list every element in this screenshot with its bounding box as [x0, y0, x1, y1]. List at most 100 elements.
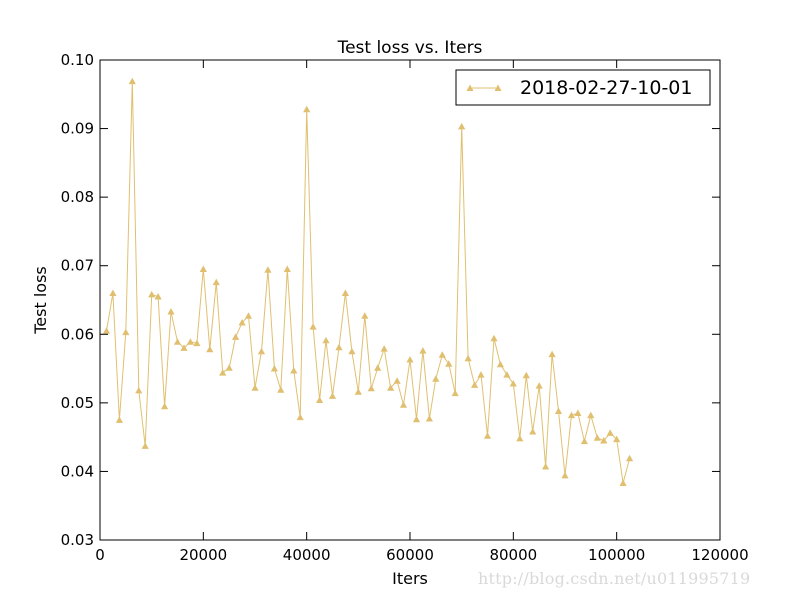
- data-point-marker: [509, 380, 517, 387]
- x-tick-label: 0: [95, 546, 105, 564]
- data-point-marker: [225, 364, 233, 371]
- data-point-marker: [328, 392, 337, 399]
- data-point-marker: [593, 434, 601, 441]
- data-point-marker: [529, 428, 537, 435]
- data-point-marker: [257, 347, 266, 355]
- data-point-marker: [135, 386, 143, 394]
- legend-marker-right: [494, 84, 502, 91]
- x-axis-label: Iters: [392, 569, 428, 588]
- data-point-marker: [380, 345, 388, 352]
- tick-layer: 0 20000 40000 60000 80000 100000 120000 0.03 0.0…: [61, 51, 749, 564]
- data-point-marker: [548, 350, 556, 358]
- data-point-marker: [503, 371, 511, 378]
- plot-area: [100, 60, 720, 540]
- data-point-marker: [238, 319, 246, 326]
- data-point-marker: [161, 402, 169, 410]
- data-point-marker: [173, 338, 182, 345]
- data-point-marker: [102, 327, 111, 334]
- data-point-marker: [270, 365, 278, 372]
- data-point-marker: [542, 463, 550, 470]
- data-point-marker: [458, 122, 466, 130]
- series-line: [106, 81, 631, 484]
- legend: 2018-02-27-10-01: [455, 69, 711, 106]
- data-point-marker: [148, 290, 156, 298]
- data-point-marker: [438, 351, 446, 358]
- data-point-marker: [115, 416, 123, 423]
- data-point-marker: [496, 360, 504, 368]
- y-tick-label: 0.05: [61, 394, 94, 412]
- data-point-marker: [432, 375, 440, 382]
- data-point-marker: [374, 364, 382, 371]
- x-tick-label: 40000: [283, 546, 331, 564]
- data-point-marker: [212, 278, 220, 286]
- data-point-marker: [154, 293, 162, 300]
- data-point-marker: [471, 381, 479, 388]
- y-axis-label: Test loss: [31, 266, 50, 335]
- y-tick-label: 0.10: [61, 51, 94, 69]
- data-point-marker: [296, 413, 304, 421]
- data-point-marker: [199, 265, 207, 272]
- y-tick-label: 0.06: [61, 325, 94, 343]
- data-point-marker: [425, 415, 433, 422]
- data-point-marker: [606, 429, 614, 436]
- data-point-marker: [316, 396, 324, 403]
- data-point-marker: [574, 409, 582, 416]
- data-point-marker: [516, 434, 524, 442]
- data-point-marker: [264, 266, 272, 273]
- data-point-marker: [580, 437, 588, 445]
- legend-label: 2018-02-27-10-01: [520, 77, 692, 99]
- data-point-marker: [219, 369, 227, 376]
- data-point-marker: [232, 333, 240, 340]
- data-point-marker: [619, 479, 627, 486]
- data-point-marker: [451, 389, 459, 397]
- y-tick-label: 0.04: [61, 462, 94, 480]
- chart-title: Test loss vs. Iters: [337, 38, 483, 58]
- data-point-marker: [335, 343, 343, 351]
- data-point-marker: [464, 354, 472, 362]
- data-point-marker: [561, 471, 569, 479]
- data-point-marker: [600, 437, 608, 444]
- data-point-marker: [399, 401, 408, 408]
- data-point-marker: [322, 336, 330, 344]
- data-point-marker: [387, 384, 395, 391]
- data-point-marker: [122, 328, 130, 336]
- x-tick-label: 100000: [588, 546, 645, 564]
- data-point-marker: [283, 265, 291, 272]
- data-point-marker: [186, 338, 194, 345]
- y-tick-label: 0.09: [61, 120, 94, 138]
- x-tick-label: 80000: [489, 546, 537, 564]
- x-tick-label: 20000: [179, 546, 227, 564]
- data-point-marker: [535, 382, 543, 389]
- y-tick-label: 0.03: [61, 531, 94, 549]
- data-point-marker: [361, 312, 369, 319]
- x-tick-label: 120000: [691, 546, 748, 564]
- data-point-marker: [445, 360, 453, 367]
- data-point-marker: [354, 388, 362, 395]
- data-point-marker: [522, 371, 530, 379]
- data-point-marker: [141, 442, 149, 449]
- y-tick-label: 0.07: [61, 257, 94, 275]
- plot-frame: [99, 59, 721, 541]
- data-point-marker: [251, 384, 259, 391]
- data-point-marker: [206, 345, 214, 353]
- data-point-marker: [193, 339, 201, 347]
- data-point-marker: [554, 407, 563, 414]
- data-point-marker: [290, 367, 298, 374]
- data-point-marker: [587, 411, 595, 419]
- data-point-marker: [613, 435, 621, 443]
- data-point-marker: [348, 347, 356, 355]
- data-point-marker: [244, 312, 253, 319]
- series-layer: [102, 77, 634, 486]
- y-tick-label: 0.08: [61, 188, 94, 206]
- data-point-marker: [167, 308, 175, 315]
- x-tick-label: 60000: [386, 546, 434, 564]
- data-point-marker: [309, 323, 317, 330]
- data-point-marker: [303, 105, 311, 113]
- data-point-marker: [367, 384, 375, 392]
- data-point-marker: [180, 344, 188, 351]
- data-point-marker: [406, 356, 414, 363]
- data-point-marker: [419, 347, 427, 354]
- data-point-marker: [128, 77, 136, 85]
- watermark-text: http://blog.csdn.net/u011995719: [478, 569, 751, 588]
